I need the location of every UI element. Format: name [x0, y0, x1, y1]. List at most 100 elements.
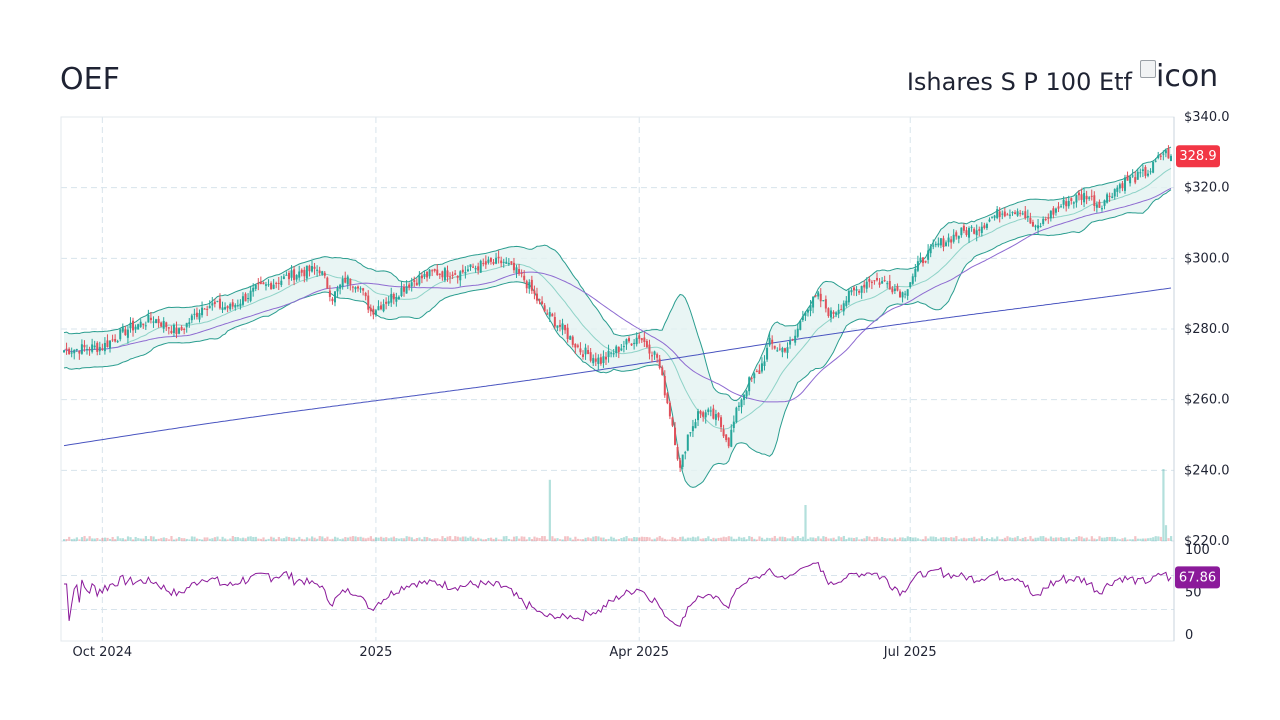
- volume-bar: [1167, 538, 1170, 541]
- candle-body: [579, 348, 582, 353]
- volume-bar: [201, 539, 204, 541]
- volume-bar: [911, 537, 914, 541]
- volume-bar: [781, 536, 784, 541]
- volume-bar: [968, 538, 971, 541]
- volume-bar: [500, 539, 503, 541]
- candle-body: [357, 286, 360, 289]
- volume-bar: [1095, 539, 1099, 541]
- candle-body: [520, 272, 523, 274]
- volume-bar: [390, 537, 393, 541]
- volume-bar: [510, 539, 513, 541]
- volume-bar: [1129, 539, 1132, 541]
- volume-bar: [845, 539, 848, 541]
- volume-bar: [1052, 537, 1055, 541]
- volume-bar: [1044, 537, 1047, 541]
- candle-body: [725, 434, 728, 441]
- candle-body: [896, 286, 899, 291]
- candle-body: [459, 271, 462, 281]
- volume-bar: [119, 538, 122, 541]
- candle-body: [418, 275, 421, 285]
- candle-body: [827, 308, 830, 317]
- volume-bar: [1021, 537, 1024, 541]
- volume-bar: [873, 536, 876, 541]
- volume-bar: [975, 538, 978, 541]
- volume-bar: [188, 539, 191, 541]
- candle-body: [213, 301, 216, 305]
- date-tick-label: Apr 2025: [609, 645, 669, 660]
- candle-body: [96, 342, 99, 352]
- candlesticks[interactable]: [63, 145, 1172, 472]
- volume-bar: [722, 536, 725, 541]
- candle-body: [224, 307, 227, 310]
- volume-bar: [1060, 537, 1063, 541]
- bollinger-lower: [63, 189, 1172, 488]
- volume-bar: [497, 539, 500, 541]
- volume-bar: [962, 537, 966, 541]
- candle-body: [502, 261, 505, 263]
- volume-bar: [883, 538, 886, 541]
- volume-bar: [939, 537, 943, 541]
- volume-bar: [359, 536, 362, 541]
- volume-bar: [362, 537, 365, 541]
- candle-body: [947, 237, 950, 243]
- candle-body: [776, 350, 779, 352]
- candle-body: [712, 408, 715, 419]
- candle-body: [847, 290, 850, 303]
- volume-bar: [1070, 539, 1073, 541]
- candle-body: [860, 286, 863, 293]
- plot-frame: [60, 116, 1175, 642]
- candle-body: [395, 296, 398, 302]
- volume-bar: [840, 537, 843, 541]
- volume-bar: [870, 539, 874, 541]
- volume-bar: [431, 539, 434, 541]
- candle-body: [702, 412, 705, 417]
- candle-body: [888, 280, 891, 290]
- candle-body: [883, 280, 886, 282]
- candle-body: [392, 294, 395, 300]
- volume-bar: [1057, 537, 1060, 541]
- candle-body: [998, 211, 1001, 218]
- volume-bar: [405, 536, 408, 541]
- volume-bar: [750, 536, 753, 541]
- price-tick-label: $240.0: [1184, 463, 1230, 478]
- candle-body: [766, 347, 769, 360]
- candle-body: [408, 284, 411, 288]
- volume-bar: [443, 538, 447, 541]
- candle-body: [709, 410, 712, 412]
- candle-body: [901, 292, 904, 298]
- volume-bar: [469, 536, 472, 541]
- volume-bar: [88, 536, 91, 541]
- volume-bar: [1141, 538, 1145, 541]
- volume-bar: [308, 538, 311, 541]
- volume-bar: [868, 536, 871, 541]
- candle-body: [285, 274, 288, 276]
- volume-bar: [413, 539, 416, 541]
- candle-body: [65, 348, 68, 350]
- axes: $220.0 $240.0 $260.0 $280.0 $300.0 $320.0 $340…: [72, 110, 1229, 660]
- candle-body: [1070, 198, 1073, 201]
- volume-bar: [970, 537, 973, 541]
- volume-bar: [1085, 537, 1088, 541]
- rsi-line: [64, 561, 1172, 627]
- volume-bar: [472, 537, 475, 541]
- volume-bar: [727, 536, 730, 541]
- volume-bar: [875, 536, 879, 541]
- candle-body: [221, 307, 224, 310]
- candle-body: [316, 269, 319, 271]
- volume-bar: [973, 536, 976, 541]
- volume-bar: [663, 538, 666, 541]
- candle-body: [428, 269, 431, 277]
- candle-body: [753, 373, 756, 379]
- candle-body: [630, 343, 633, 346]
- volume-bar: [691, 536, 695, 541]
- candle-body: [241, 296, 244, 305]
- candle-body: [824, 299, 827, 309]
- volume-bar: [482, 539, 485, 541]
- candle-body: [643, 337, 646, 343]
- volume-bar: [282, 538, 286, 541]
- moving-averages: [63, 167, 1172, 447]
- candle-body: [794, 335, 797, 343]
- candle-body: [377, 306, 380, 311]
- volume-bar: [277, 536, 280, 541]
